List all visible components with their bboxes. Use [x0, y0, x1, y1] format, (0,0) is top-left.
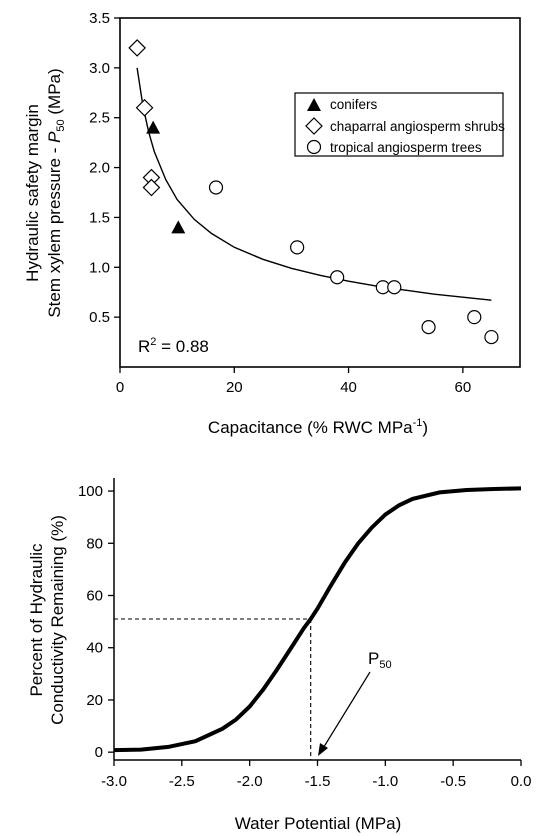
legend-label-shrubs: chaparral angiosperm shrubs [330, 119, 505, 134]
shrub-point [129, 40, 145, 56]
capacitance-chart: 0.5 1.0 1.5 2.0 2.5 3.0 3.5 0 20 40 60 conifers c… [23, 10, 520, 437]
bottom-y-tick-label: 100 [78, 483, 103, 500]
vulnerability-curve [114, 488, 521, 750]
top-y-axis-label-line1: Hydraulic safety margin [23, 104, 42, 282]
bottom-x-tick-label: -2.0 [237, 773, 263, 790]
top-x-tick-label: 40 [340, 379, 357, 396]
scatter-points [129, 40, 498, 344]
vulnerability-curve-chart: 0 20 40 60 80 100 -3.0 -2.5 -2.0 -1.5 -1.0 -0.5 0.0… [27, 478, 531, 833]
top-x-tick-label: 0 [116, 379, 124, 396]
shrub-point [137, 100, 153, 116]
top-x-axis: 0 20 40 60 [116, 367, 471, 396]
legend-circle-marker [308, 141, 321, 154]
bottom-y-tick-label: 20 [86, 692, 103, 709]
r-squared-annotation: R2 = 0.88 [138, 336, 209, 356]
tree-point [422, 321, 435, 334]
bottom-y-axis: 0 20 40 60 80 100 [78, 483, 114, 761]
bottom-x-tick-label: 0.0 [511, 773, 532, 790]
top-y-tick-label: 3.5 [89, 10, 110, 27]
top-y-tick-label: 2.5 [89, 110, 110, 127]
top-plot-frame [120, 18, 520, 367]
tree-point [291, 241, 304, 254]
p50-label: P50 [368, 649, 392, 671]
top-y-tick-label: 1.0 [89, 259, 110, 276]
tree-point [331, 271, 344, 284]
top-y-tick-label: 0.5 [89, 309, 110, 326]
top-y-tick-label: 3.0 [89, 60, 110, 77]
tree-point [485, 331, 498, 344]
tree-point [468, 311, 481, 324]
legend: conifers chaparral angiosperm shrubs tro… [295, 93, 505, 156]
bottom-x-tick-label: -1.0 [372, 773, 398, 790]
bottom-x-tick-label: -0.5 [440, 773, 466, 790]
top-y-axis-label-line2: Stem xylem pressure - P50 (MPa) [45, 68, 67, 317]
bottom-x-axis-label: Water Potential (MPa) [235, 814, 402, 833]
tree-point [210, 181, 223, 194]
bottom-x-tick-label: -2.5 [169, 773, 195, 790]
bottom-y-tick-label: 40 [86, 640, 103, 657]
bottom-y-axis-label-line2: Conductivity Remaining (%) [48, 515, 67, 725]
bottom-x-axis: -3.0 -2.5 -2.0 -1.5 -1.0 -0.5 0.0 [101, 760, 531, 790]
p50-arrow [318, 672, 370, 756]
conifer-point [171, 220, 185, 233]
bottom-y-tick-label: 60 [86, 588, 103, 605]
top-y-tick-label: 1.5 [89, 209, 110, 226]
legend-label-conifers: conifers [330, 97, 378, 112]
bottom-y-axis-label-line1: Percent of Hydraulic [27, 543, 46, 697]
top-y-tick-label: 2.0 [89, 160, 110, 177]
top-x-tick-label: 20 [226, 379, 243, 396]
bottom-y-tick-label: 80 [86, 535, 103, 552]
shrub-point [143, 180, 159, 196]
bottom-x-tick-label: -1.5 [305, 773, 331, 790]
tree-point [388, 281, 401, 294]
top-y-axis: 0.5 1.0 1.5 2.0 2.5 3.0 3.5 [89, 10, 120, 326]
bottom-x-tick-label: -3.0 [101, 773, 127, 790]
top-x-axis-label: Capacitance (% RWC MPa-1) [208, 417, 428, 437]
top-x-tick-label: 60 [455, 379, 472, 396]
bottom-y-tick-label: 0 [95, 744, 103, 761]
legend-label-trees: tropical angiosperm trees [330, 140, 482, 155]
